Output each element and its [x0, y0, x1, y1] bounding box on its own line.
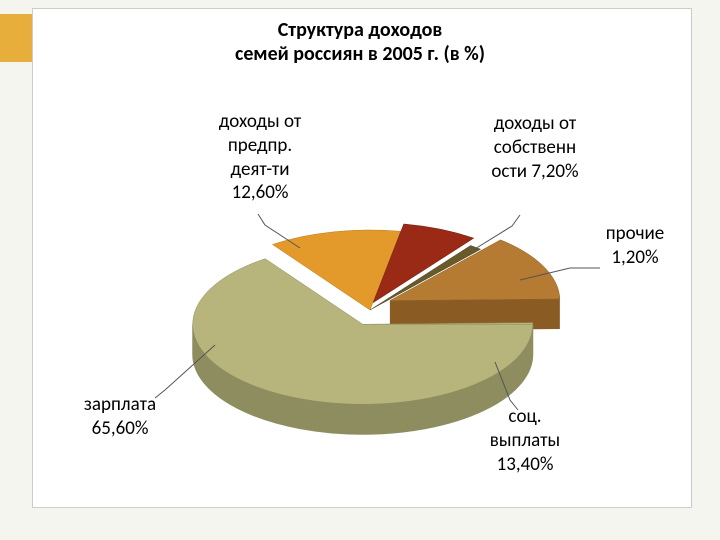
pie-chart [0, 0, 720, 540]
slide: Структура доходов семей россиян в 2005 г… [0, 0, 720, 540]
label-social: соц. выплаты 13,40% [445, 405, 605, 476]
label-business: доходы от предпр. деят-ти 12,60% [170, 110, 350, 205]
label-salary: зарплата 65,60% [40, 393, 200, 441]
label-property: доходы от собственн ости 7,20% [445, 112, 625, 183]
label-other: прочие 1,20% [575, 222, 695, 270]
